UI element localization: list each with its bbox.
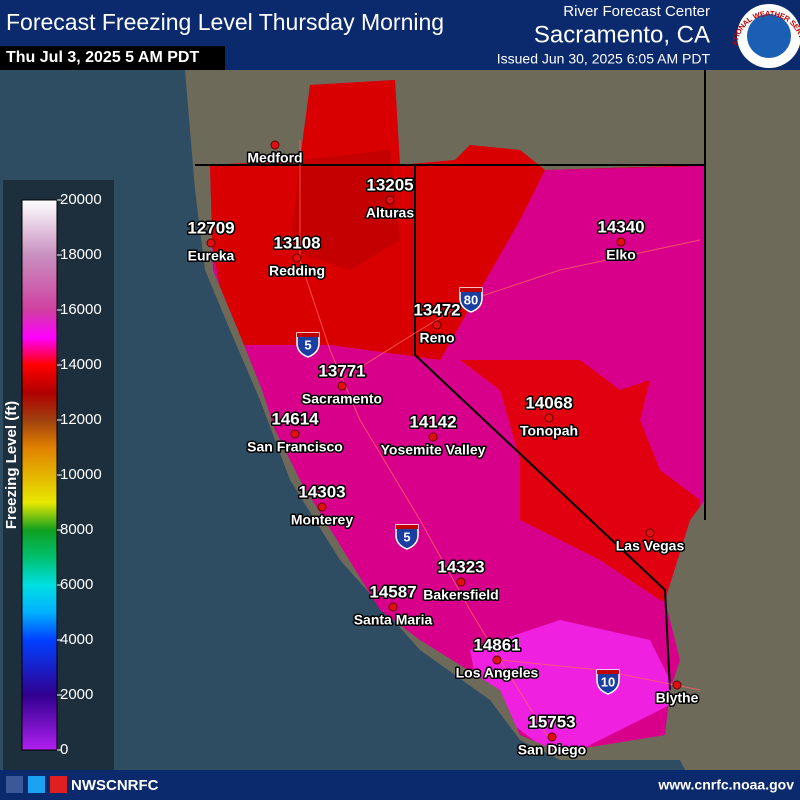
city-marker bbox=[672, 680, 682, 690]
legend-tick-label: 10000 bbox=[60, 466, 102, 483]
city-name: Blythe bbox=[656, 690, 699, 706]
city-name: Sacramento bbox=[302, 391, 382, 407]
legend-tick-label: 4000 bbox=[60, 631, 93, 648]
social-handle: NWSCNRFC bbox=[71, 777, 159, 794]
freezing-level-value: 14861 bbox=[473, 635, 520, 654]
city-marker bbox=[270, 140, 280, 150]
city-marker bbox=[428, 432, 438, 442]
interstate-label: 80 bbox=[464, 292, 478, 307]
freezing-level-value: 14587 bbox=[369, 582, 416, 601]
interstate-band bbox=[597, 670, 619, 674]
twitter-icon[interactable] bbox=[28, 776, 45, 793]
freezing-level-value: 13472 bbox=[413, 300, 460, 319]
freezing-level-value: 12709 bbox=[187, 218, 234, 237]
city-marker bbox=[645, 528, 655, 538]
city-name: Las Vegas bbox=[616, 538, 685, 554]
valid-time: Thu Jul 3, 2025 5 AM PDT bbox=[6, 49, 199, 66]
city-marker bbox=[337, 381, 347, 391]
city-name: Medford bbox=[247, 150, 302, 166]
logo-center bbox=[747, 14, 791, 58]
freezing-level-value: 14303 bbox=[298, 482, 345, 501]
date-box bbox=[0, 46, 225, 70]
interstate-band bbox=[297, 333, 319, 337]
field-red-east bbox=[460, 360, 700, 610]
city-marker bbox=[385, 195, 395, 205]
city-name: Eureka bbox=[188, 248, 235, 264]
ca-nv-border bbox=[414, 165, 671, 691]
city-name: Alturas bbox=[366, 205, 414, 221]
freezing-level-value: 14323 bbox=[437, 557, 484, 576]
city-name: Tonopah bbox=[520, 423, 578, 439]
city-marker bbox=[432, 320, 442, 330]
interstate-shield bbox=[459, 287, 483, 313]
interstate-shield bbox=[395, 524, 419, 550]
website: www.cnrfc.noaa.gov bbox=[657, 777, 794, 793]
legend-tick-label: 0 bbox=[60, 741, 68, 758]
city-marker bbox=[292, 253, 302, 263]
youtube-icon[interactable] bbox=[50, 776, 67, 793]
city-marker bbox=[206, 238, 216, 248]
freezing-level-value: 13108 bbox=[273, 233, 320, 252]
freezing-level-value: 14142 bbox=[409, 412, 456, 431]
city-name: Santa Maria bbox=[354, 612, 433, 628]
freezing-level-value: 13205 bbox=[366, 175, 413, 194]
city-marker bbox=[547, 732, 557, 742]
title: Forecast Freezing Level Thursday Morning bbox=[6, 9, 444, 35]
city-marker bbox=[290, 429, 300, 439]
freezing-level-value: 15753 bbox=[528, 712, 575, 731]
legend-tick-label: 18000 bbox=[60, 246, 102, 263]
freezing-level-value: 14340 bbox=[597, 217, 644, 236]
legend-tick-label: 8000 bbox=[60, 521, 93, 538]
office: Sacramento, CA bbox=[534, 21, 710, 48]
city-name: Los Angeles bbox=[456, 665, 539, 681]
interstate-band bbox=[396, 525, 418, 529]
agency: River Forecast Center bbox=[563, 3, 710, 20]
city-name: San Diego bbox=[518, 742, 586, 758]
legend-tick-label: 2000 bbox=[60, 686, 93, 703]
city-name: Reno bbox=[420, 330, 455, 346]
issued: Issued Jun 30, 2025 6:05 AM PDT bbox=[497, 51, 711, 67]
interstate-band bbox=[460, 288, 482, 292]
freezing-level-value: 14614 bbox=[271, 409, 319, 428]
city-name: Yosemite Valley bbox=[381, 442, 486, 458]
city-name: Monterey bbox=[291, 512, 353, 528]
interstate-shield bbox=[296, 332, 320, 358]
legend-tick-label: 12000 bbox=[60, 411, 102, 428]
legend-tick-label: 6000 bbox=[60, 576, 93, 593]
city-marker bbox=[317, 502, 327, 512]
city-name: Redding bbox=[269, 263, 325, 279]
city-name: Bakersfield bbox=[423, 587, 498, 603]
field-light-south bbox=[470, 620, 680, 752]
city-marker bbox=[616, 237, 626, 247]
interstate-label: 10 bbox=[601, 674, 615, 689]
field-dark-red bbox=[290, 150, 400, 270]
legend-title: Freezing Level (ft) bbox=[3, 401, 20, 529]
legend-tick-label: 20000 bbox=[60, 191, 102, 208]
city-name: Elko bbox=[606, 247, 636, 263]
state-lines bbox=[195, 70, 706, 691]
colorbar bbox=[21, 199, 58, 751]
city-marker bbox=[456, 577, 466, 587]
city-marker bbox=[388, 602, 398, 612]
legend-tick-label: 16000 bbox=[60, 301, 102, 318]
interstate-shield bbox=[596, 669, 620, 695]
legend-tick-label: 14000 bbox=[60, 356, 102, 373]
interstate-label: 5 bbox=[304, 337, 311, 352]
freezing-level-value: 13771 bbox=[318, 361, 365, 380]
facebook-icon[interactable] bbox=[6, 776, 23, 793]
interstate-label: 5 bbox=[403, 529, 410, 544]
freezing-level-value: 14068 bbox=[525, 393, 572, 412]
city-marker bbox=[544, 413, 554, 423]
highway bbox=[299, 140, 551, 741]
footer-bar bbox=[0, 770, 800, 800]
city-marker bbox=[492, 655, 502, 665]
city-name: San Francisco bbox=[247, 439, 343, 455]
